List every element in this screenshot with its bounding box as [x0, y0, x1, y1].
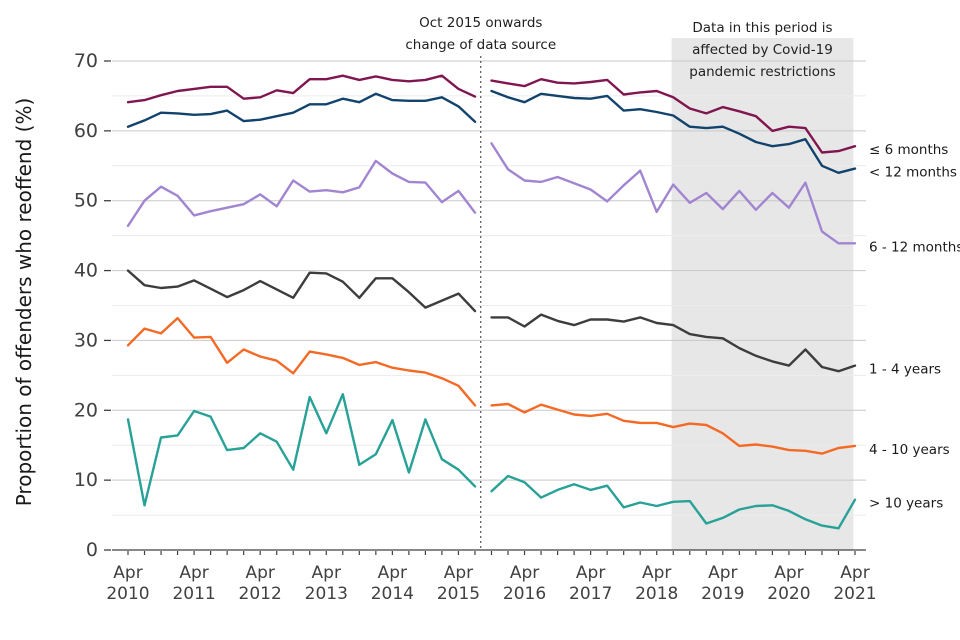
y-axis-tick-label: 10 [74, 469, 98, 491]
x-axis-tick-label-year: 2012 [239, 584, 282, 604]
series-line-5 [490, 474, 857, 530]
covid-shaded-region [671, 38, 854, 550]
x-axis-tick-label-year: 2014 [371, 584, 414, 604]
x-axis-tick-label: Apr [510, 563, 539, 583]
y-axis-tick-label: 0 [86, 539, 98, 561]
covid-note-line: pandemic restrictions [689, 64, 835, 80]
x-axis-tick-label-year: 2013 [305, 584, 348, 604]
x-axis-tick-label: Apr [840, 563, 869, 583]
series-line-0 [126, 74, 477, 104]
x-axis-tick-label: Apr [245, 563, 274, 583]
x-axis-tick-label: Apr [708, 563, 737, 583]
y-axis-tick-label: 60 [74, 120, 98, 142]
series-line-2 [490, 142, 857, 245]
y-axis-tick-label: 70 [74, 50, 98, 72]
series-line-4 [490, 402, 857, 455]
series-line-2 [126, 159, 477, 228]
y-axis-tick-label: 30 [74, 329, 98, 351]
x-axis-tick-label-year: 2016 [503, 584, 546, 604]
x-axis-tick-label: Apr [179, 563, 208, 583]
series-end-label-2: 6 - 12 months [869, 239, 960, 255]
x-axis-tick-label-year: 2011 [172, 584, 215, 604]
series-line-5 [126, 393, 477, 507]
data-source-note-line: Oct 2015 onwards [419, 15, 542, 31]
y-axis-title: Proportion of offenders who reoffend (%) [12, 97, 36, 507]
series-end-label-4: 4 - 10 years [869, 442, 950, 458]
series-line-0 [490, 77, 857, 154]
x-axis-tick-label: Apr [444, 563, 473, 583]
series-line-3 [490, 313, 857, 373]
x-axis-tick-label: Apr [576, 563, 605, 583]
x-axis-tick-label-year: 2015 [437, 584, 480, 604]
x-axis-tick-label-year: 2018 [635, 584, 678, 604]
y-axis-tick-label: 20 [74, 399, 98, 421]
x-axis-tick-label: Apr [113, 563, 142, 583]
x-axis-tick-label: Apr [774, 563, 803, 583]
covid-note-line: affected by Covid-19 [692, 42, 833, 58]
y-axis-tick-label: 50 [74, 190, 98, 212]
series-end-label-0: ≤ 6 months [869, 142, 948, 158]
data-source-note-line: change of data source [405, 37, 556, 53]
series-line-1 [490, 89, 857, 175]
x-axis-tick-label-year: 2019 [701, 584, 744, 604]
covid-note-line: Data in this period is [692, 20, 832, 36]
x-axis-tick-label: Apr [312, 563, 341, 583]
x-axis-tick-label-year: 2010 [106, 584, 149, 604]
y-axis-tick-label: 40 [74, 260, 98, 282]
series-line-4 [126, 316, 477, 407]
series-end-label-1: < 12 months [869, 165, 957, 181]
x-axis-tick-label: Apr [378, 563, 407, 583]
x-axis-tick-label-year: 2020 [767, 584, 810, 604]
x-axis-tick-label-year: 2017 [569, 584, 612, 604]
x-axis-tick-label-year: 2021 [833, 584, 876, 604]
series-end-label-5: > 10 years [869, 496, 943, 512]
series-line-1 [126, 92, 477, 128]
x-axis-tick-label: Apr [642, 563, 671, 583]
series-line-3 [126, 269, 477, 313]
series-end-label-3: 1 - 4 years [869, 362, 941, 378]
